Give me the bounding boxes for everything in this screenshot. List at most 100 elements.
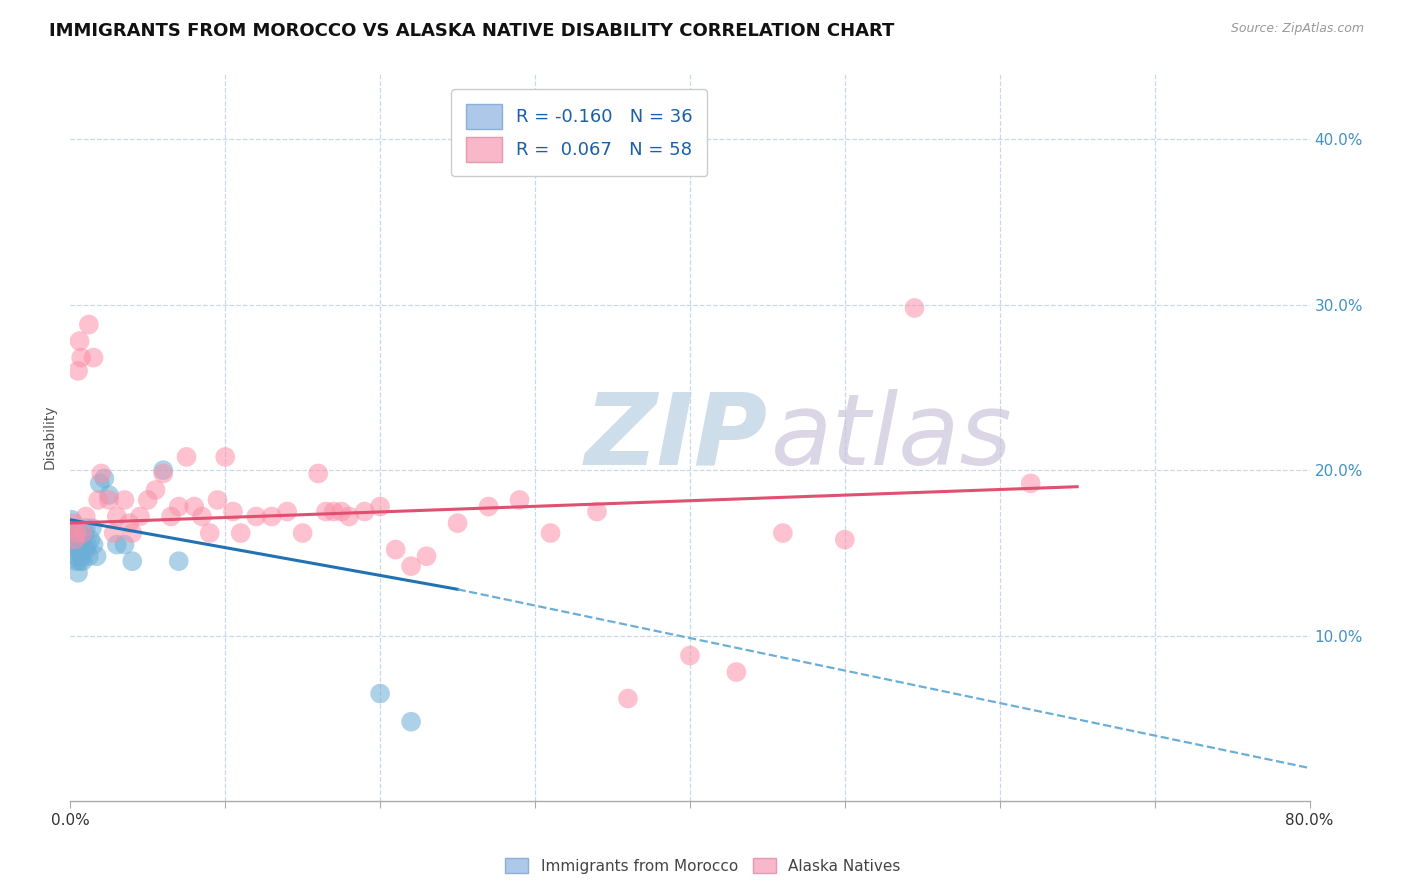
Point [67, 364, 90, 378]
Legend: R = -0.160   N = 36, R =  0.067   N = 58: R = -0.160 N = 36, R = 0.067 N = 58 [451, 89, 707, 177]
Point [152, 467, 174, 481]
Point [399, 714, 422, 729]
Text: ZIP: ZIP [585, 389, 768, 485]
Point [118, 516, 141, 530]
Point [105, 509, 128, 524]
Point [617, 691, 640, 706]
Point [315, 504, 337, 518]
Point [69, 538, 91, 552]
Point [772, 526, 794, 541]
Point [1019, 476, 1042, 491]
Point [79, 533, 101, 547]
Point [477, 500, 499, 514]
Point [103, 526, 125, 541]
Point [63, 529, 86, 543]
Point [62, 516, 84, 530]
Text: Source: ZipAtlas.com: Source: ZipAtlas.com [1230, 22, 1364, 36]
Point [834, 533, 856, 547]
Text: atlas: atlas [770, 389, 1012, 485]
Point [129, 509, 152, 524]
Point [540, 526, 562, 541]
Point [69, 334, 91, 348]
Point [98, 492, 121, 507]
Point [415, 549, 437, 564]
Point [75, 509, 97, 524]
Point [70, 549, 93, 564]
Point [725, 665, 748, 679]
Point [63, 533, 86, 547]
Point [307, 467, 329, 481]
Point [353, 504, 375, 518]
Point [77, 318, 100, 332]
Text: IMMIGRANTS FROM MOROCCO VS ALASKA NATIVE DISABILITY CORRELATION CHART: IMMIGRANTS FROM MOROCCO VS ALASKA NATIVE… [49, 22, 894, 40]
Point [65, 554, 87, 568]
Point [114, 492, 136, 507]
Point [160, 509, 183, 524]
Point [72, 538, 94, 552]
Point [65, 526, 87, 541]
Point [207, 492, 229, 507]
Point [75, 521, 97, 535]
Point [72, 526, 94, 541]
Point [83, 351, 105, 365]
Point [399, 559, 422, 574]
Point [80, 521, 103, 535]
Point [222, 504, 245, 518]
Point [167, 554, 190, 568]
Point [105, 538, 128, 552]
Point [63, 549, 86, 564]
Point [337, 509, 360, 524]
Point [90, 467, 112, 481]
Point [903, 301, 925, 315]
Point [98, 488, 121, 502]
Point [229, 526, 252, 541]
Point [89, 476, 111, 491]
Point [176, 450, 198, 464]
Point [191, 509, 214, 524]
Point [136, 492, 159, 507]
Point [121, 554, 143, 568]
Point [69, 554, 91, 568]
Point [77, 549, 100, 564]
Point [322, 504, 344, 518]
Point [260, 509, 283, 524]
Point [62, 521, 84, 535]
Point [368, 687, 391, 701]
Point [67, 542, 90, 557]
Point [679, 648, 702, 663]
Point [75, 542, 97, 557]
Point [276, 504, 298, 518]
Point [145, 483, 167, 497]
Point [93, 471, 115, 485]
Point [214, 450, 236, 464]
Point [67, 566, 90, 580]
Point [114, 538, 136, 552]
Point [183, 500, 205, 514]
Point [83, 538, 105, 552]
Point [65, 538, 87, 552]
Point [86, 549, 108, 564]
Point [586, 504, 609, 518]
Point [62, 538, 84, 552]
Y-axis label: Disability: Disability [44, 405, 58, 469]
Point [67, 526, 90, 541]
Point [69, 526, 91, 541]
Point [384, 542, 406, 557]
Point [60, 513, 83, 527]
Point [70, 351, 93, 365]
Point [167, 500, 190, 514]
Point [245, 509, 267, 524]
Legend: Immigrants from Morocco, Alaska Natives: Immigrants from Morocco, Alaska Natives [499, 852, 907, 880]
Point [87, 492, 110, 507]
Point [70, 533, 93, 547]
Point [330, 504, 353, 518]
Point [152, 463, 174, 477]
Point [509, 492, 531, 507]
Point [73, 526, 96, 541]
Point [198, 526, 221, 541]
Point [291, 526, 314, 541]
Point [121, 526, 143, 541]
Point [76, 538, 98, 552]
Point [446, 516, 468, 530]
Point [368, 500, 391, 514]
